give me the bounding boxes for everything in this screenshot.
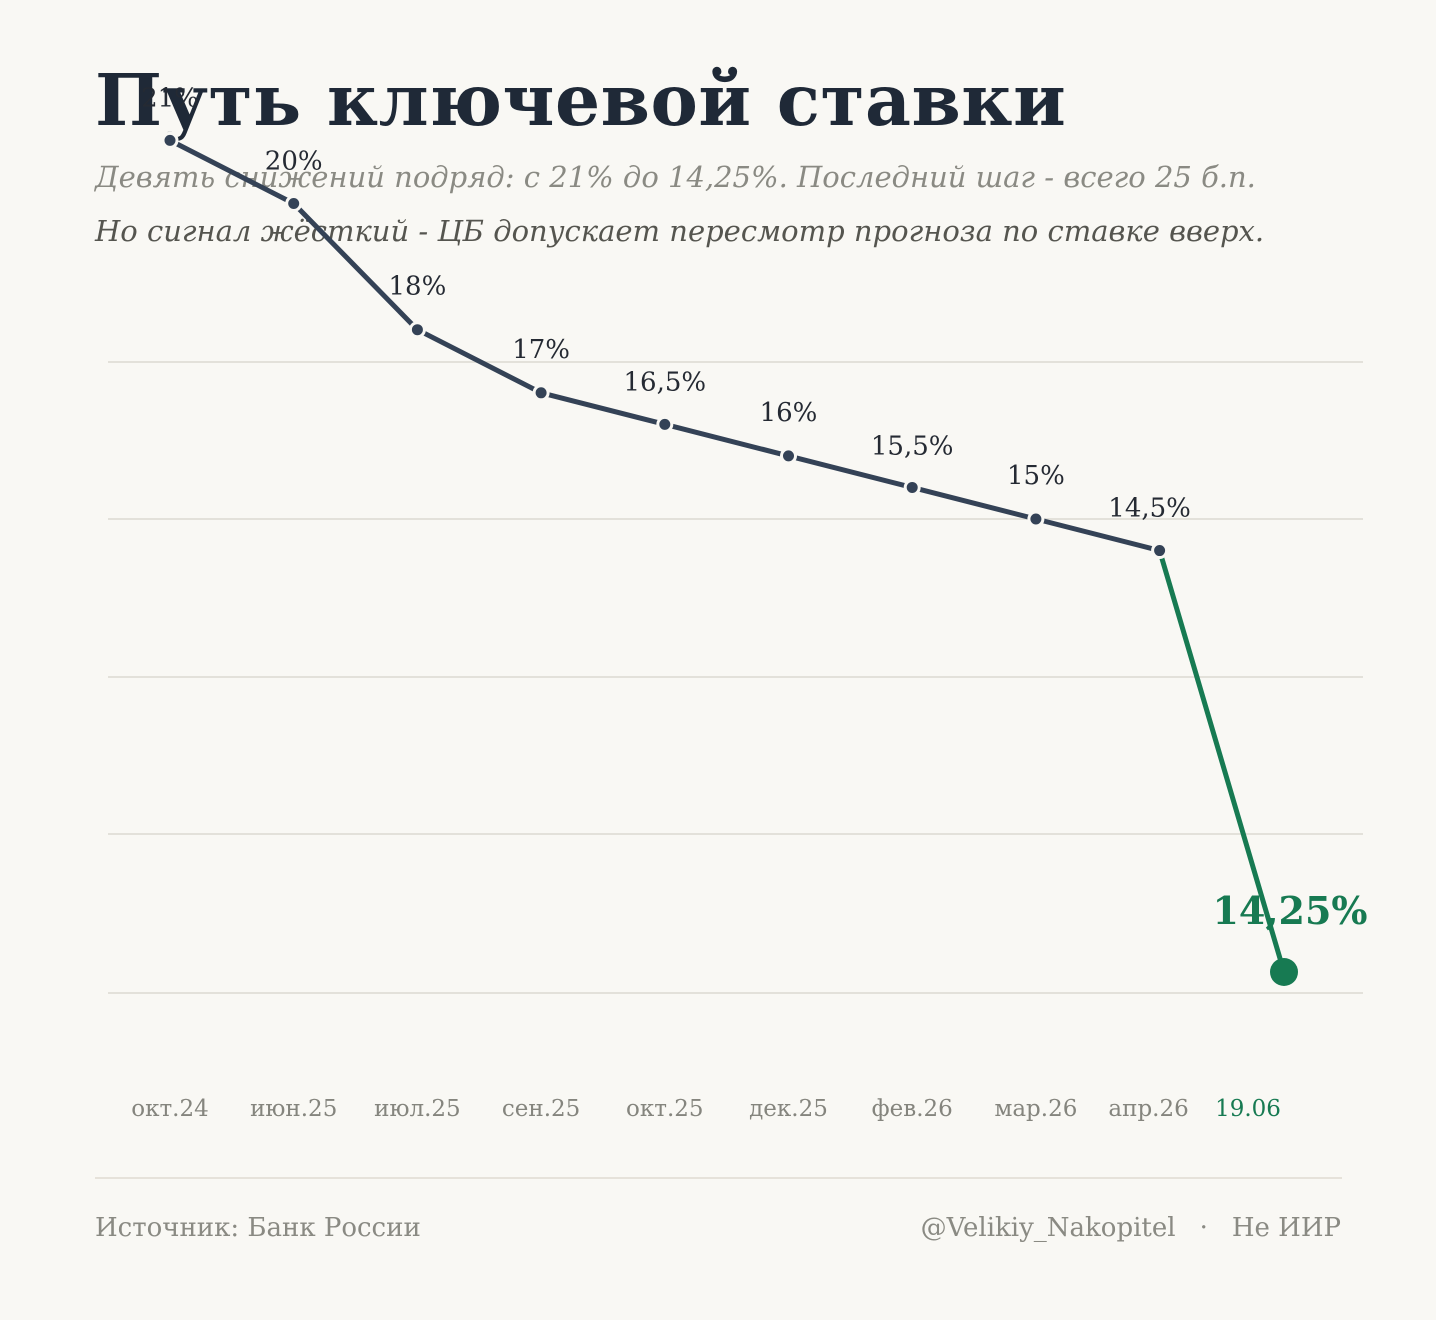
data-label: 15,5% xyxy=(871,431,954,461)
disclaimer-label: Не ИИР xyxy=(1231,1213,1341,1243)
data-point xyxy=(408,321,426,339)
data-point xyxy=(903,478,921,496)
data-label: 15% xyxy=(1007,461,1065,491)
x-tick-label-latest: 19.06 xyxy=(1215,1096,1281,1122)
x-tick-label: дек.25 xyxy=(749,1096,828,1122)
data-label: 21% xyxy=(141,83,199,113)
data-points xyxy=(161,131,1298,986)
data-point xyxy=(780,447,797,465)
data-label: 20% xyxy=(265,147,323,177)
footer-divider xyxy=(95,1177,1342,1179)
footer-separator: · xyxy=(1199,1213,1208,1243)
grid-lines xyxy=(108,361,1363,994)
series-lines xyxy=(167,137,1287,975)
highlight-line-segment xyxy=(1157,548,1287,975)
x-tick-label: сен.25 xyxy=(502,1096,580,1122)
data-point xyxy=(161,131,179,149)
x-tick-label: апр.26 xyxy=(1108,1096,1188,1122)
x-tick-labels: окт.24 июн.25 июл.25 сен.25 окт.25 дек.25 фев.… xyxy=(131,1096,1281,1122)
data-point xyxy=(1151,542,1169,560)
x-tick-label: июл.25 xyxy=(374,1096,461,1122)
data-point xyxy=(656,415,674,433)
x-tick-label: окт.25 xyxy=(626,1096,704,1122)
data-point xyxy=(285,195,303,212)
data-label: 16,5% xyxy=(623,367,706,397)
data-label: 17% xyxy=(512,335,570,365)
x-tick-label: мар.26 xyxy=(994,1096,1077,1122)
chart-subtitle: Девять снижений подряд: с 21% до 14,25%.… xyxy=(95,160,1256,194)
chart-subtitle-signal: Но сигнал жёсткий - ЦБ допускает пересмо… xyxy=(95,214,1265,248)
data-label: 16% xyxy=(760,398,818,428)
data-label-latest: 14,25% xyxy=(1212,888,1367,933)
data-point xyxy=(532,384,550,402)
x-tick-label: фев.26 xyxy=(872,1096,953,1122)
footer-source: Источник: Банк России xyxy=(95,1213,421,1243)
chart-title: Путь ключевой ставки xyxy=(95,58,1067,142)
x-tick-label: окт.24 xyxy=(131,1096,209,1122)
data-point-latest xyxy=(1270,958,1298,986)
author-handle: @Velikiy_Nakopitel xyxy=(920,1213,1176,1243)
data-point xyxy=(1027,510,1045,528)
data-label: 18% xyxy=(389,272,447,302)
x-tick-label: июн.25 xyxy=(250,1096,337,1122)
footer-credits: @Velikiy_Nakopitel · Не ИИР xyxy=(921,1213,1341,1243)
data-labels: 21% 20% 18% 17% 16,5% 16% 15,5% 15% 14,5% 14,25% xyxy=(141,83,1367,933)
data-label: 14,5% xyxy=(1108,494,1191,524)
